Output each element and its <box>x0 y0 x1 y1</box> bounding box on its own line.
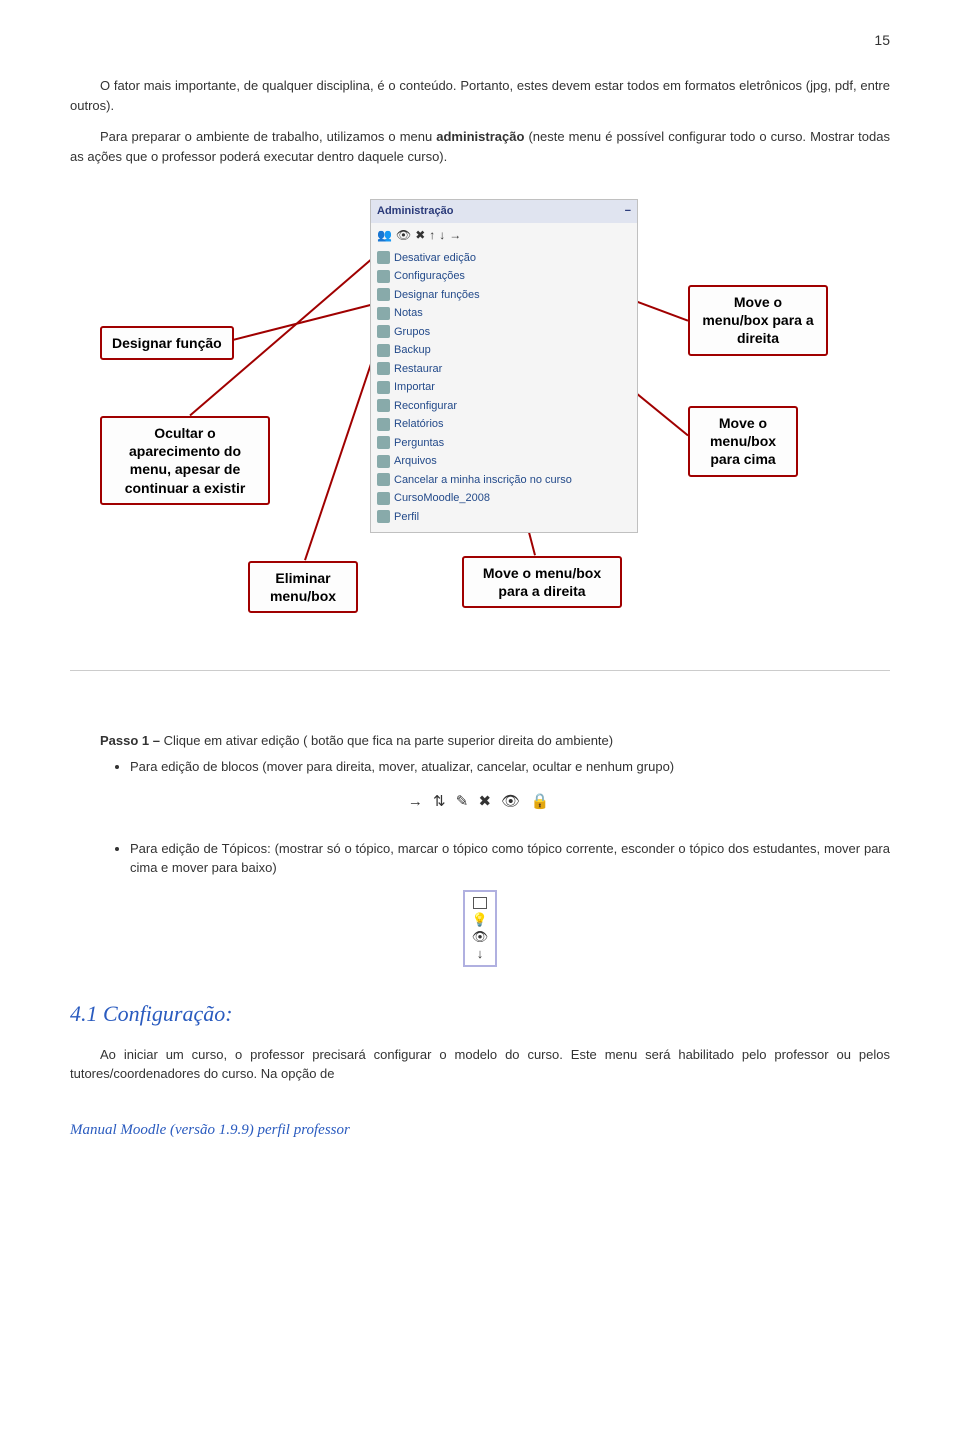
toolbar-icon[interactable]: 👁 <box>396 226 411 244</box>
admin-menu-item[interactable]: Reconfigurar <box>377 397 631 416</box>
topic-tool-hide[interactable]: 👁 <box>472 930 488 944</box>
menu-label: Backup <box>394 342 431 359</box>
intro-p2-bold: administração <box>436 129 524 144</box>
label-move-direita-bottom: Move o menu/box para a direita <box>462 556 622 608</box>
toolbar-icon[interactable]: 👥 <box>377 226 392 244</box>
block-edit-icons: → ⇅ ✎ ✖ 👁 🔒 <box>70 791 890 814</box>
menu-icon <box>377 251 390 264</box>
menu-label: Designar funções <box>394 287 480 304</box>
menu-icon <box>377 510 390 523</box>
page-footer: Manual Moodle (versão 1.9.9) perfil prof… <box>70 1119 890 1142</box>
intro-paragraph-2: Para preparar o ambiente de trabalho, ut… <box>70 127 890 166</box>
admin-menu-item[interactable]: Perfil <box>377 508 631 527</box>
admin-panel-header: Administração − <box>371 200 637 223</box>
label-designar: Designar função <box>100 326 234 360</box>
menu-label: CursoMoodle_2008 <box>394 490 490 507</box>
menu-icon <box>377 418 390 431</box>
menu-label: Importar <box>394 379 435 396</box>
section-4-1-heading: 4.1 Configuração: <box>70 997 890 1030</box>
step-1-block-2: Para edição de Tópicos: (mostrar só o tó… <box>100 839 890 878</box>
menu-icon <box>377 344 390 357</box>
admin-menu-item[interactable]: CursoMoodle_2008 <box>377 489 631 508</box>
admin-menu-item[interactable]: Restaurar <box>377 360 631 379</box>
menu-label: Perfil <box>394 509 419 526</box>
admin-menu-item[interactable]: Perguntas <box>377 434 631 453</box>
menu-label: Notas <box>394 305 423 322</box>
step-1-text: Clique em ativar edição ( botão que fica… <box>160 733 613 748</box>
label-move-cima: Move o menu/box para cima <box>688 406 798 477</box>
menu-icon <box>377 492 390 505</box>
admin-menu-item[interactable]: Grupos <box>377 323 631 342</box>
menu-icon <box>377 362 390 375</box>
admin-menu-item[interactable]: Arquivos <box>377 452 631 471</box>
menu-label: Arquivos <box>394 453 437 470</box>
admin-menu-item[interactable]: Configurações <box>377 267 631 286</box>
admin-panel-title: Administração <box>377 203 453 220</box>
menu-label: Perguntas <box>394 435 444 452</box>
label-eliminar: Eliminar menu/box <box>248 561 358 613</box>
intro-paragraph-1: O fator mais importante, de qualquer dis… <box>70 76 890 115</box>
section-4-1-para: Ao iniciar um curso, o professor precisa… <box>70 1045 890 1084</box>
admin-menu-item[interactable]: Desativar edição <box>377 249 631 268</box>
admin-diagram: Administração − 👥 👁 ✖ ↑ ↓ → Desativar ed… <box>70 191 890 671</box>
admin-menu-list: Desativar edição Configurações Designar … <box>371 247 637 533</box>
menu-label: Grupos <box>394 324 430 341</box>
topic-tool-mark[interactable]: 💡 <box>472 913 488 927</box>
topic-edit-toolbar: 💡 👁 ↓ <box>463 890 497 967</box>
label-ocultar: Ocultar o aparecimento do menu, apesar d… <box>100 416 270 505</box>
admin-menu-item[interactable]: Cancelar a minha inscrição no curso <box>377 471 631 490</box>
menu-label: Configurações <box>394 268 465 285</box>
menu-icon <box>377 436 390 449</box>
admin-menu-item[interactable]: Relatórios <box>377 415 631 434</box>
admin-toolbar: 👥 👁 ✖ ↑ ↓ → <box>371 223 637 247</box>
topic-tool-show[interactable] <box>472 896 488 910</box>
admin-menu-item[interactable]: Designar funções <box>377 286 631 305</box>
toolbar-icon[interactable]: → <box>449 226 461 244</box>
menu-label: Cancelar a minha inscrição no curso <box>394 472 572 489</box>
page-number: 15 <box>70 30 890 51</box>
menu-icon <box>377 325 390 338</box>
admin-menu-item[interactable]: Backup <box>377 341 631 360</box>
menu-icon <box>377 270 390 283</box>
admin-menu-item[interactable]: Notas <box>377 304 631 323</box>
topic-tool-move[interactable]: ↓ <box>472 947 488 961</box>
menu-icon <box>377 399 390 412</box>
menu-icon <box>377 381 390 394</box>
step-1-title: Passo 1 – Clique em ativar edição ( botã… <box>100 731 890 751</box>
step1-bullet-2: Para edição de Tópicos: (mostrar só o tó… <box>130 839 890 878</box>
menu-icon <box>377 307 390 320</box>
menu-icon <box>377 288 390 301</box>
menu-label: Reconfigurar <box>394 398 457 415</box>
toolbar-icon[interactable]: ✖ <box>415 226 425 244</box>
toolbar-icon[interactable]: ↓ <box>439 226 445 244</box>
admin-panel: Administração − 👥 👁 ✖ ↑ ↓ → Desativar ed… <box>370 199 638 533</box>
collapse-icon[interactable]: − <box>625 203 631 220</box>
intro-p2-a: Para preparar o ambiente de trabalho, ut… <box>100 129 436 144</box>
menu-label: Desativar edição <box>394 250 476 267</box>
admin-menu-item[interactable]: Importar <box>377 378 631 397</box>
step1-bullet-1: Para edição de blocos (mover para direit… <box>130 757 890 777</box>
menu-label: Relatórios <box>394 416 444 433</box>
toolbar-icon[interactable]: ↑ <box>429 226 435 244</box>
step-1-label: Passo 1 – <box>100 733 160 748</box>
step-1-block: Passo 1 – Clique em ativar edição ( botã… <box>100 731 890 776</box>
label-move-direita-right: Move o menu/box para a direita <box>688 285 828 356</box>
menu-label: Restaurar <box>394 361 442 378</box>
menu-icon <box>377 455 390 468</box>
menu-icon <box>377 473 390 486</box>
